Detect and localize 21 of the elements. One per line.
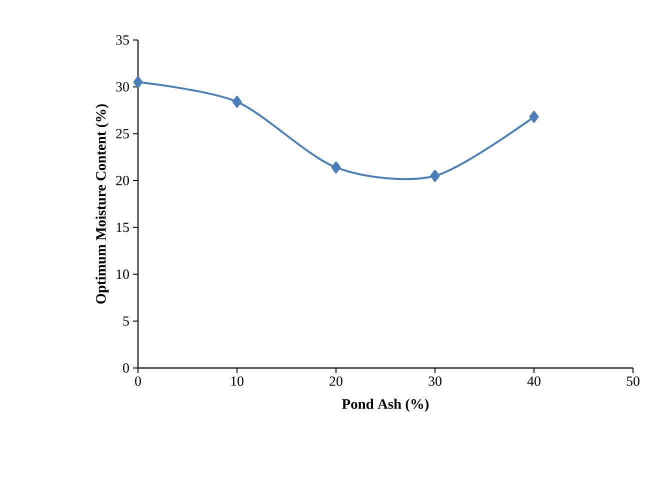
y-tick-label: 5 bbox=[123, 316, 129, 326]
y-tick-label: 20 bbox=[116, 176, 129, 186]
y-tick-label: 25 bbox=[116, 129, 129, 138]
y-tick-label: 30 bbox=[116, 82, 129, 92]
y-tick-label: 0 bbox=[123, 363, 129, 373]
x-tick-label: 30 bbox=[428, 376, 442, 386]
point bbox=[529, 110, 539, 123]
point bbox=[430, 170, 440, 182]
y-axis-title: Optimum Moisture Content (%) bbox=[96, 104, 109, 304]
x-tick-label: 0 bbox=[135, 376, 141, 386]
point bbox=[232, 96, 242, 108]
point bbox=[133, 76, 143, 88]
y-tick-label: 35 bbox=[116, 35, 129, 45]
y-tick-label: 10 bbox=[116, 270, 129, 279]
x-tick-label: 40 bbox=[527, 376, 540, 386]
x-axis-title: Pond Ash (%) bbox=[342, 398, 429, 412]
x-tick-label: 50 bbox=[626, 376, 640, 386]
x-tick-label: 10 bbox=[231, 376, 244, 386]
x-tick-label: 20 bbox=[330, 376, 342, 386]
point bbox=[331, 161, 341, 174]
y-tick-label: 15 bbox=[116, 222, 129, 232]
